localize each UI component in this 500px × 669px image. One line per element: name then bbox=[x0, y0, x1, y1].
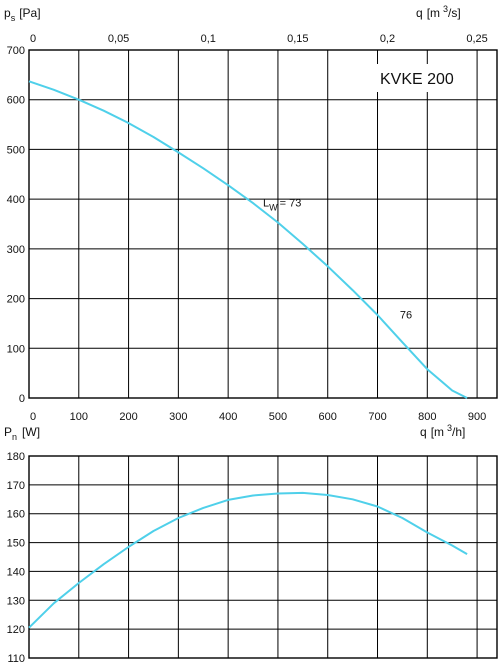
x-tick-label: 900 bbox=[468, 411, 486, 423]
y-tick-label: 130 bbox=[7, 595, 25, 607]
model-label-box: KVKE 200 bbox=[374, 64, 458, 92]
power-chart-ticks: 110 120 130 140 150 160 170 180 bbox=[7, 451, 25, 665]
top-tick-label: 0,1 bbox=[201, 33, 216, 45]
top-tick-label: 0,15 bbox=[287, 33, 308, 45]
pressure-chart-series bbox=[28, 80, 468, 399]
y-tick-label: 140 bbox=[7, 566, 25, 578]
x-tick-label: 600 bbox=[319, 411, 337, 423]
series-line bbox=[28, 491, 468, 629]
top-tick-label: 0 bbox=[30, 33, 36, 45]
flow-m3h-axis-title: q [m 3/h] bbox=[420, 423, 465, 439]
y-tick-label: 500 bbox=[7, 144, 25, 156]
top-tick-label: 0,25 bbox=[466, 33, 487, 45]
pressure-chart-annotations: LW = 73 76 bbox=[263, 198, 412, 322]
y-tick-label: 600 bbox=[7, 95, 25, 107]
y-tick-label: 170 bbox=[7, 480, 25, 492]
y-tick-label: 300 bbox=[7, 244, 25, 256]
y-tick-label: 180 bbox=[7, 451, 25, 463]
pressure-chart-ticks: 0 100 200 300 400 500 600 700 0 100 200 300 400 500 60… bbox=[7, 33, 488, 423]
curve-annotation: 76 bbox=[400, 309, 412, 321]
x-tick-label: 400 bbox=[219, 411, 237, 423]
x-tick-label: 200 bbox=[119, 411, 137, 423]
y-tick-label: 100 bbox=[7, 343, 25, 355]
flow-m3s-axis-title: q [m 3/s] bbox=[416, 4, 461, 20]
plot-frame bbox=[28, 455, 498, 659]
model-label: KVKE 200 bbox=[380, 71, 454, 88]
y-tick-label: 160 bbox=[7, 509, 25, 521]
x-tick-label: 0 bbox=[30, 411, 36, 423]
curve-annotation: LW = 73 bbox=[263, 198, 301, 213]
y-tick-label: 200 bbox=[7, 294, 25, 306]
pressure-chart-grid bbox=[28, 49, 498, 399]
x-tick-label: 100 bbox=[70, 411, 88, 423]
series-line bbox=[28, 80, 468, 399]
y-tick-label: 0 bbox=[19, 393, 25, 405]
power-chart-series bbox=[28, 491, 468, 629]
y-tick-label: 150 bbox=[7, 538, 25, 550]
power-chart-grid bbox=[28, 455, 498, 659]
top-tick-label: 0,05 bbox=[108, 33, 129, 45]
x-tick-label: 800 bbox=[418, 411, 436, 423]
top-tick-label: 0,2 bbox=[380, 33, 395, 45]
y-tick-label: 110 bbox=[7, 653, 25, 664]
y-tick-label: 120 bbox=[7, 624, 25, 636]
x-tick-label: 300 bbox=[169, 411, 187, 423]
x-tick-label: 700 bbox=[368, 411, 386, 423]
plot-frame bbox=[28, 49, 498, 399]
y-tick-label: 400 bbox=[7, 194, 25, 206]
x-tick-label: 500 bbox=[269, 411, 287, 423]
pressure-axis-title: ps [Pa] bbox=[4, 6, 41, 23]
y-tick-label: 700 bbox=[7, 45, 25, 57]
power-axis-title: Pn [W] bbox=[4, 425, 40, 442]
